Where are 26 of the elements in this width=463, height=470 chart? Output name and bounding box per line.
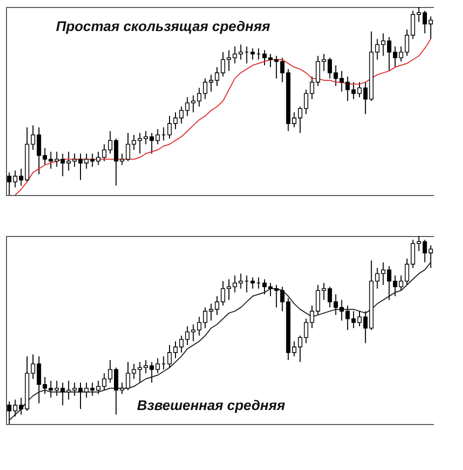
candlestick — [262, 50, 267, 66]
candlestick — [167, 116, 172, 140]
candlestick — [78, 153, 83, 180]
candlestick — [404, 29, 410, 56]
candlestick — [220, 52, 226, 78]
text: Взвешенная средняя — [136, 397, 286, 413]
candlestick — [173, 340, 178, 359]
candlestick — [30, 124, 36, 150]
candlestick — [357, 82, 362, 98]
candlestick — [214, 296, 220, 316]
candlestick — [250, 48, 255, 60]
candlestick — [173, 112, 178, 130]
candlestick — [404, 258, 410, 286]
candlestick — [250, 276, 255, 290]
candlestick — [30, 354, 36, 380]
text: Простая скользящая средняя — [56, 18, 270, 34]
candlestick — [167, 344, 172, 368]
candlestick — [126, 132, 130, 162]
candlestick — [220, 280, 226, 306]
candlestick — [357, 310, 362, 327]
candlestick — [310, 76, 314, 100]
candlestick — [126, 361, 130, 391]
candlestick — [262, 278, 267, 295]
candlestick — [78, 382, 83, 410]
candlestick — [310, 305, 314, 329]
candlestick — [214, 66, 220, 86]
